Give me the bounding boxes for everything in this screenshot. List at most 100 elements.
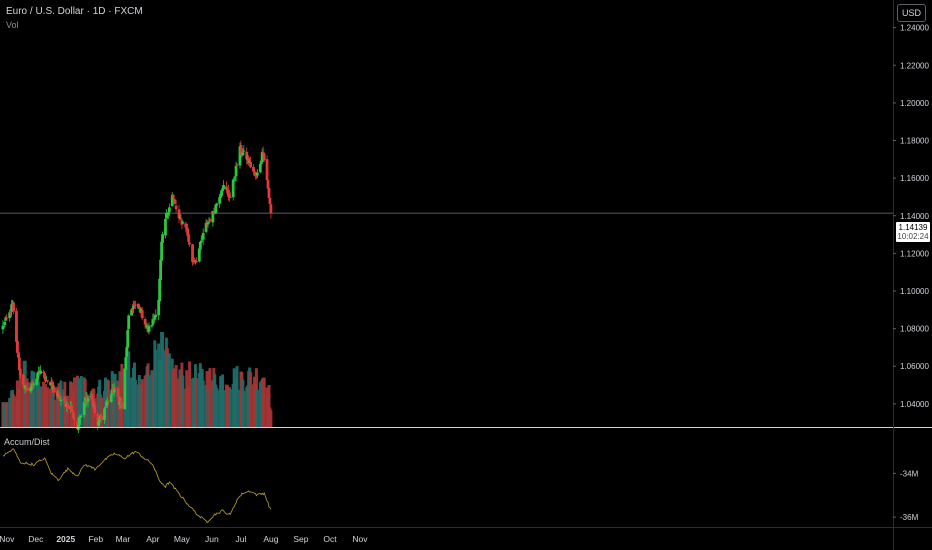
price-tick-label: 1.08000 xyxy=(900,325,929,334)
candle-body xyxy=(46,380,49,382)
volume-bar xyxy=(120,363,124,427)
candle-body xyxy=(17,357,21,370)
candle-body xyxy=(71,410,74,413)
time-tick-label: May xyxy=(174,534,191,544)
candle-body xyxy=(126,330,130,348)
candle xyxy=(32,381,36,388)
candle xyxy=(127,314,131,333)
price-tick-label: 1.12000 xyxy=(900,249,929,258)
candle xyxy=(252,164,255,176)
candle xyxy=(5,314,9,321)
candle-body xyxy=(36,372,40,379)
candle-body xyxy=(220,191,223,195)
time-tick-label: 2025 xyxy=(56,534,75,544)
candle-body xyxy=(226,190,230,196)
candle xyxy=(140,307,144,321)
volume-bar xyxy=(133,379,137,427)
accum-dist-label[interactable]: Accum/Dist xyxy=(4,437,50,447)
candle-body xyxy=(245,151,249,160)
candle-body xyxy=(72,412,75,419)
candle xyxy=(143,316,147,329)
candle-body xyxy=(103,408,106,421)
volume-bar xyxy=(52,399,56,427)
candle-body xyxy=(153,315,157,320)
candle-body xyxy=(225,186,228,190)
candle-body xyxy=(130,309,133,316)
candle-body xyxy=(42,371,45,373)
candle xyxy=(269,203,273,219)
candle-body xyxy=(1,325,5,330)
candle-body xyxy=(151,318,155,325)
ad-tick-label: -34M xyxy=(900,469,919,478)
candle-body xyxy=(62,398,66,400)
candle-body xyxy=(93,405,97,413)
candle xyxy=(245,147,249,165)
candle-body xyxy=(136,303,140,309)
candle-body xyxy=(221,188,224,192)
volume-bar xyxy=(86,395,90,427)
volume-bar xyxy=(45,387,49,427)
candle-body xyxy=(266,180,270,189)
volume-bar xyxy=(79,375,83,427)
candle xyxy=(16,335,19,356)
candle-body xyxy=(260,151,264,163)
symbol-title[interactable]: Euro / U.S. Dollar · 1D · FXCM xyxy=(6,6,143,17)
volume-bar xyxy=(100,397,104,427)
candle xyxy=(262,152,266,163)
candle-body xyxy=(254,171,257,176)
time-tick-label: Nov xyxy=(352,534,368,544)
candle-body xyxy=(140,310,144,319)
candle-body xyxy=(178,217,182,219)
volume-bar xyxy=(127,351,131,427)
ad-tick-label: -36M xyxy=(900,513,919,522)
accum-dist-line xyxy=(2,448,272,524)
candle-body xyxy=(123,368,127,410)
candle xyxy=(79,413,83,417)
volume-bar xyxy=(167,353,171,427)
candle xyxy=(225,181,228,194)
volume-bar xyxy=(18,374,22,427)
candle-body xyxy=(188,242,192,245)
currency-button[interactable]: USD xyxy=(897,4,926,22)
candle-body xyxy=(184,223,188,228)
candle xyxy=(177,205,181,224)
candle-body xyxy=(233,176,237,179)
candle-body xyxy=(191,244,194,262)
candle-body xyxy=(127,315,131,329)
candle-body xyxy=(241,152,245,156)
candle-body xyxy=(117,396,121,405)
candle xyxy=(12,300,15,315)
candle xyxy=(220,190,223,197)
candle-body xyxy=(96,413,100,427)
candle xyxy=(222,180,225,190)
time-tick-label: Mar xyxy=(116,534,131,544)
volume-label[interactable]: Vol xyxy=(6,20,19,30)
price-tick-label: 1.20000 xyxy=(900,99,929,108)
candle xyxy=(21,372,25,388)
candle xyxy=(255,169,259,178)
candle xyxy=(235,162,239,168)
candle-body xyxy=(267,188,271,198)
candle xyxy=(130,308,133,316)
candle xyxy=(195,257,198,263)
candle xyxy=(8,309,12,322)
candle xyxy=(77,414,81,428)
candle-body xyxy=(86,398,90,402)
volume-bar xyxy=(249,372,253,427)
candle xyxy=(258,163,262,174)
candle xyxy=(62,395,66,405)
candle-body xyxy=(98,420,102,422)
candle-body xyxy=(179,218,183,220)
candle-body xyxy=(269,204,273,214)
candle-body xyxy=(50,381,54,389)
candle xyxy=(113,386,117,391)
candle xyxy=(211,210,215,227)
candle-body xyxy=(79,415,83,417)
price-tick-label: 1.04000 xyxy=(900,400,929,409)
candle-body xyxy=(204,222,208,232)
candle xyxy=(171,194,175,198)
candle xyxy=(164,215,167,239)
candle-body xyxy=(255,175,258,177)
candle-body xyxy=(218,197,222,204)
candle xyxy=(39,365,43,375)
